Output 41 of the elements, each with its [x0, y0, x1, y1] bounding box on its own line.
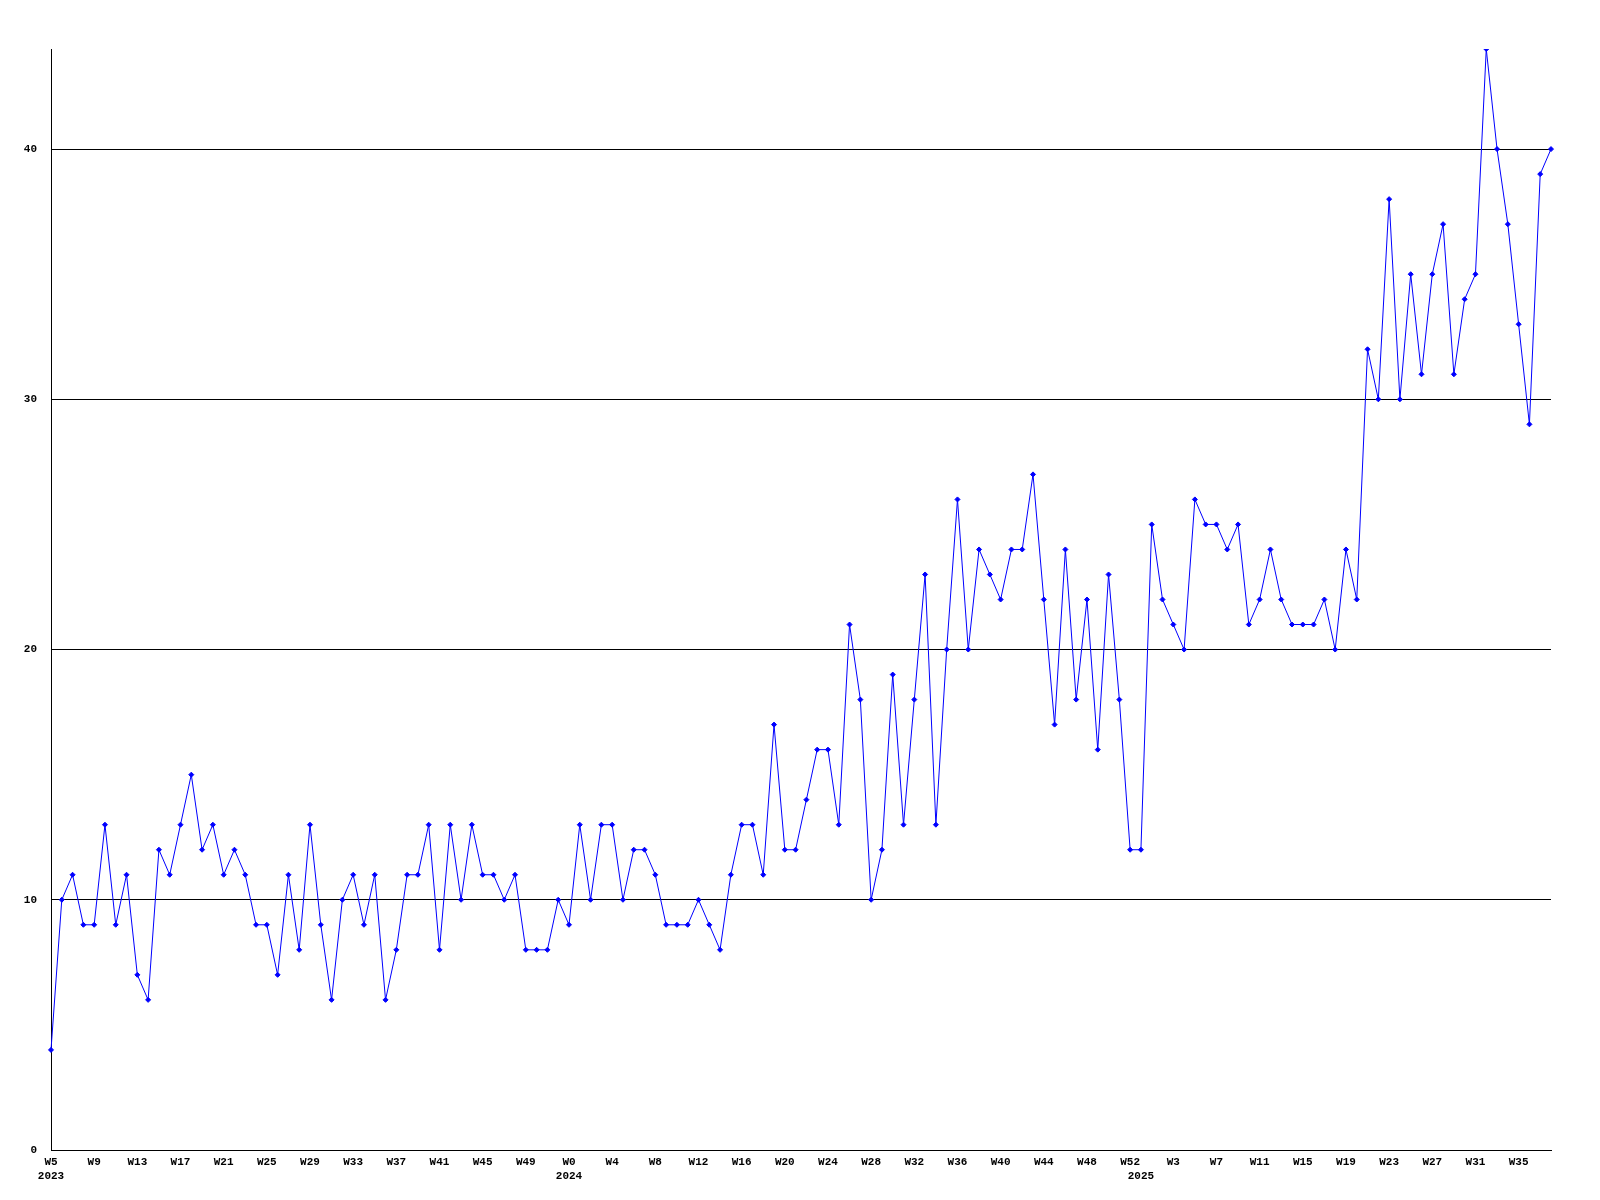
x-tick-label: W37 — [386, 1156, 407, 1169]
x-tick-label: W31 — [1465, 1156, 1486, 1169]
x-tick-label: W5 2023 — [37, 1156, 65, 1182]
x-tick-label: W48 — [1077, 1156, 1098, 1169]
x-tick-label: W17 — [170, 1156, 191, 1169]
x-tick-label: 2025 — [1127, 1169, 1155, 1182]
x-tick-label: W3 — [1166, 1156, 1181, 1169]
x-tick-label: W41 — [429, 1156, 450, 1169]
x-tick-label: W49 — [515, 1156, 536, 1169]
x-tick-label: W11 — [1249, 1156, 1270, 1169]
x-tick-label: W52 — [1120, 1156, 1141, 1169]
x-tick-label: W33 — [343, 1156, 364, 1169]
x-tick-label: W16 — [731, 1156, 752, 1169]
x-tick-label: W21 — [213, 1156, 234, 1169]
x-tick-label: W27 — [1422, 1156, 1443, 1169]
x-tick-label: W12 — [688, 1156, 709, 1169]
y-tick-label: 10 — [23, 893, 37, 906]
y-tick-label: 0 — [30, 1143, 37, 1156]
x-tick-label: W20 — [774, 1156, 795, 1169]
x-tick-label: W32 — [904, 1156, 925, 1169]
x-tick-label: W8 — [648, 1156, 663, 1169]
x-tick-label: W36 — [947, 1156, 968, 1169]
x-tick-label: W40 — [990, 1156, 1011, 1169]
x-tick-label: W44 — [1033, 1156, 1055, 1169]
x-tick-label: W19 — [1336, 1156, 1356, 1169]
x-tick-label: W28 — [861, 1156, 882, 1169]
x-tick-label: W0 2024 — [555, 1156, 583, 1182]
x-tick-label: W35 — [1508, 1156, 1529, 1169]
y-tick-label: 30 — [23, 393, 37, 406]
x-tick-label: W15 — [1292, 1156, 1314, 1169]
x-tick-label: W7 — [1209, 1156, 1224, 1169]
y-tick-label: 20 — [23, 643, 37, 656]
x-tick-label: W45 — [472, 1156, 493, 1169]
x-tick-label: W9 — [87, 1156, 101, 1169]
x-tick-label: W13 — [127, 1156, 148, 1169]
x-tick-label: W29 — [300, 1156, 320, 1169]
x-tick-label: W23 — [1379, 1156, 1400, 1169]
x-tick-label: W24 — [818, 1156, 839, 1169]
x-tick-label: W4 — [605, 1156, 620, 1169]
x-tick-label: W25 — [256, 1156, 278, 1169]
y-tick-label: 40 — [23, 142, 37, 155]
